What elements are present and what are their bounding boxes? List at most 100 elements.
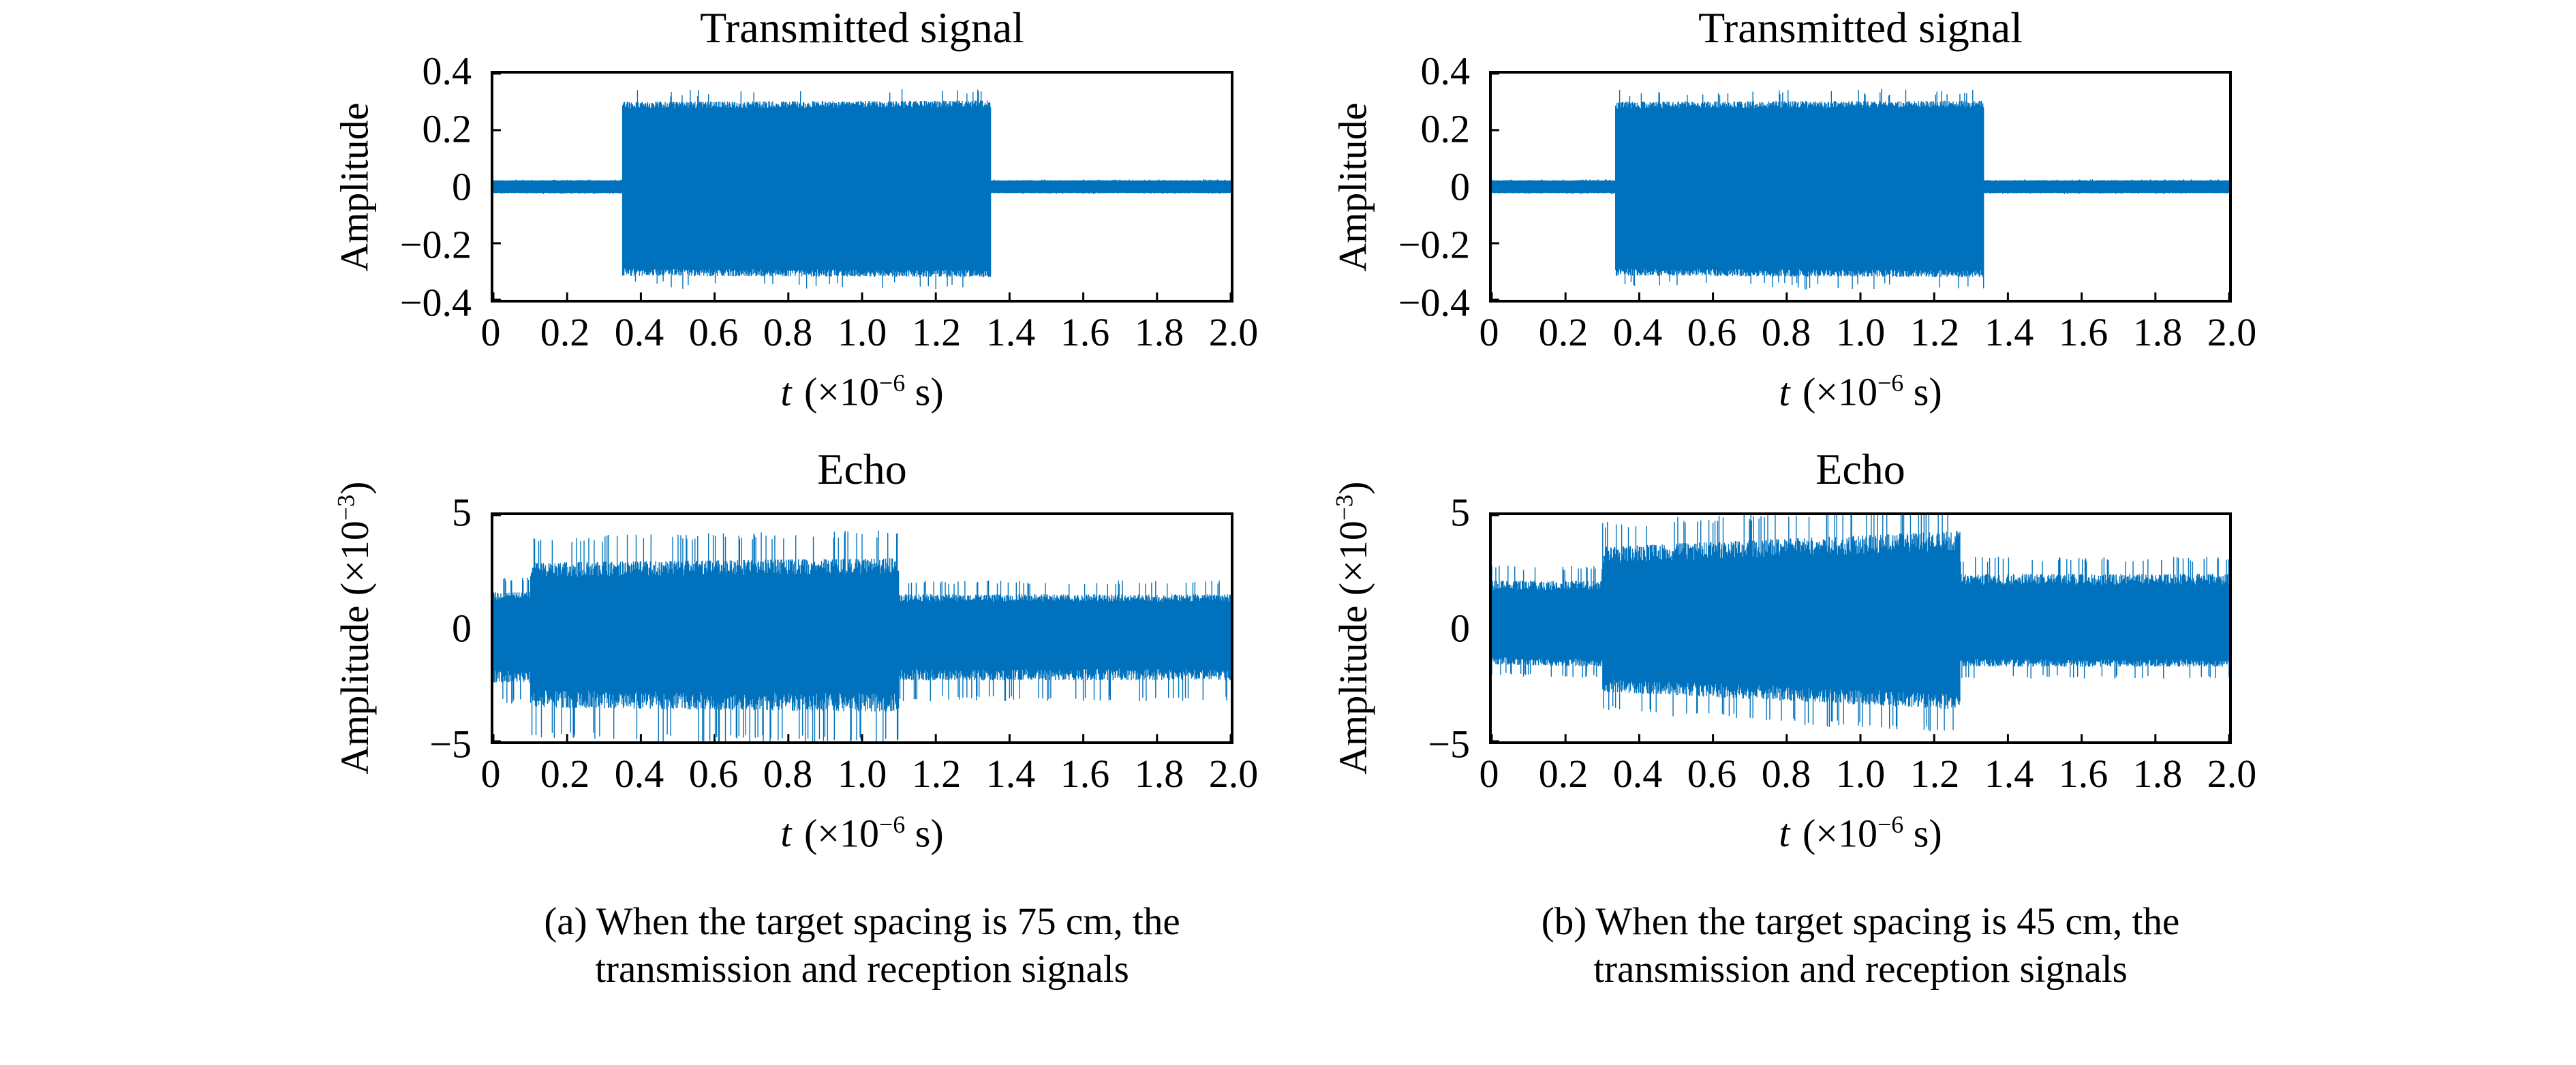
x-tick-label: 2.0 <box>2207 310 2257 355</box>
x-axis-label-exponent: −6 <box>1877 811 1904 839</box>
x-tick-label: 1.0 <box>1835 752 1886 797</box>
x-axis-variable: t <box>780 369 792 414</box>
plot-title: Echo <box>1815 444 1905 493</box>
waveform-svg <box>493 515 1231 742</box>
x-axis-label: t (×10−6 s) <box>491 360 1233 414</box>
x-axis-variable: t <box>1779 369 1790 414</box>
x-tick-label: 1.4 <box>1984 310 2034 355</box>
x-tick-label: 0.6 <box>1687 752 1737 797</box>
x-tick-label: 1.4 <box>985 752 1036 797</box>
x-tick-label: 1.2 <box>1910 310 1960 355</box>
x-tick-label: 1.4 <box>1984 752 2034 797</box>
caption-b: (b) When the target spacing is 45 cm, th… <box>1489 898 2232 993</box>
x-axis-label-text: (×10 <box>794 811 879 856</box>
y-tick-label: 0 <box>1450 164 1470 209</box>
y-axis-label-exponent: −3 <box>332 495 360 521</box>
x-tick-label: 2.0 <box>1208 310 1259 355</box>
y-axis-ticks: 0.4 0.2 0 −0.2 −0.4 <box>1380 49 1489 325</box>
y-tick-label: −5 <box>1428 722 1470 767</box>
y-axis-label: Amplitude (×10−3) <box>327 482 382 775</box>
y-axis-ticks: 5 0 −5 <box>1380 491 1489 767</box>
x-axis-variable: t <box>1779 811 1790 856</box>
y-axis-label: Amplitude <box>327 71 382 303</box>
y-axis-label-text: Amplitude (×10 <box>332 521 377 775</box>
y-tick-label: 0.2 <box>1420 106 1471 151</box>
plot-area <box>491 512 1233 745</box>
plot-area <box>1489 512 2232 745</box>
x-tick-label: 0.4 <box>1612 752 1663 797</box>
x-axis-variable: t <box>780 811 792 856</box>
subplot-b-echo: Echo Amplitude (×10−3) 5 0 −5 0 0.2 0.4 0.6 0.… <box>1325 444 2576 856</box>
x-tick-label: 0.2 <box>540 752 590 797</box>
caption-line: transmission and reception signals <box>595 948 1129 991</box>
y-tick-label: 5 <box>1450 490 1470 535</box>
waveform-svg <box>1492 515 2229 742</box>
x-tick-label: 0 <box>480 752 501 797</box>
x-axis-label-text: (×10 <box>1792 369 1877 414</box>
x-tick-label: 1.8 <box>2132 752 2183 797</box>
x-tick-label: 0.4 <box>1612 310 1663 355</box>
x-tick-label: 1.8 <box>1134 310 1184 355</box>
y-axis-label-suffix: ) <box>1330 481 1375 495</box>
x-tick-label: 2.0 <box>2207 752 2257 797</box>
x-axis-label-exponent: −6 <box>1877 369 1904 397</box>
x-axis-label-text: (×10 <box>794 369 879 414</box>
x-axis-label-exponent: −6 <box>879 369 906 397</box>
x-tick-label: 1.2 <box>1910 752 1960 797</box>
plot-title: Echo <box>817 444 907 493</box>
x-axis-ticks: 0 0.2 0.4 0.6 0.8 1.0 1.2 1.4 1.6 1.8 2.0 <box>1479 744 2257 802</box>
x-tick-label: 1.0 <box>1835 310 1886 355</box>
y-tick-label: −0.4 <box>1398 280 1470 325</box>
x-tick-label: 2.0 <box>1208 752 1259 797</box>
x-tick-label: 0.8 <box>763 310 813 355</box>
y-axis-label-text: Amplitude (×10 <box>1330 521 1375 775</box>
x-tick-label: 1.8 <box>2132 310 2183 355</box>
x-tick-label: 1.0 <box>837 752 887 797</box>
plot-title: Transmitted signal <box>700 3 1024 52</box>
x-tick-label: 0.2 <box>1538 310 1589 355</box>
figure-column-a: Transmitted signal Amplitude 0.4 0.2 0 −0.2… <box>0 3 1288 1065</box>
x-axis-label-suffix: s) <box>1903 369 1942 414</box>
caption-line: (a) When the target spacing is 75 cm, th… <box>544 900 1180 944</box>
y-axis-label-exponent: −3 <box>1330 495 1358 521</box>
figure-column-b: Transmitted signal Amplitude 0.4 0.2 0 −0.2… <box>1288 3 2576 1065</box>
x-axis-label-exponent: −6 <box>879 811 906 839</box>
plot-title: Transmitted signal <box>1698 3 2023 52</box>
caption-line: (b) When the target spacing is 45 cm, th… <box>1541 900 2180 944</box>
subplot-b-transmitted: Transmitted signal Amplitude 0.4 0.2 0 −0.2… <box>1325 3 2576 415</box>
waveform-svg <box>493 74 1231 300</box>
x-tick-label: 1.6 <box>2058 752 2109 797</box>
x-tick-label: 1.6 <box>1060 310 1110 355</box>
y-tick-label: 0.4 <box>1420 48 1471 93</box>
x-tick-label: 0 <box>1479 752 1499 797</box>
x-axis-label-suffix: s) <box>905 811 944 856</box>
x-tick-label: 0.8 <box>763 752 813 797</box>
y-tick-label: 0.2 <box>422 106 472 151</box>
y-tick-label: −5 <box>429 722 472 767</box>
x-axis-label: t (×10−6 s) <box>1489 360 2232 414</box>
x-tick-label: 1.2 <box>911 752 962 797</box>
y-tick-label: −0.2 <box>399 222 472 267</box>
x-tick-label: 0 <box>1479 310 1499 355</box>
x-tick-label: 0.8 <box>1761 310 1811 355</box>
waveform-svg <box>1492 74 2229 300</box>
x-axis-label: t (×10−6 s) <box>1489 802 2232 856</box>
x-tick-label: 0.2 <box>540 310 590 355</box>
caption-a: (a) When the target spacing is 75 cm, th… <box>491 898 1233 993</box>
x-axis-ticks: 0 0.2 0.4 0.6 0.8 1.0 1.2 1.4 1.6 1.8 2.0 <box>1479 303 2257 360</box>
x-axis-ticks: 0 0.2 0.4 0.6 0.8 1.0 1.2 1.4 1.6 1.8 2.0 <box>481 744 1259 802</box>
x-tick-label: 1.2 <box>911 310 962 355</box>
x-tick-label: 1.6 <box>1060 752 1110 797</box>
x-tick-label: 0.6 <box>688 752 739 797</box>
subplot-a-echo: Echo Amplitude (×10−3) 5 0 −5 0 0.2 0.4 0.6 0.… <box>327 444 1288 856</box>
plot-area <box>491 71 1233 303</box>
y-tick-label: −0.4 <box>399 280 472 325</box>
x-axis-label-suffix: s) <box>905 369 944 414</box>
y-axis-label-suffix: ) <box>332 481 377 495</box>
x-tick-label: 0 <box>480 310 501 355</box>
plot-area <box>1489 71 2232 303</box>
x-tick-label: 1.0 <box>837 310 887 355</box>
y-tick-label: 0 <box>1450 606 1470 651</box>
x-tick-label: 0.4 <box>614 310 664 355</box>
x-tick-label: 1.6 <box>2058 310 2109 355</box>
